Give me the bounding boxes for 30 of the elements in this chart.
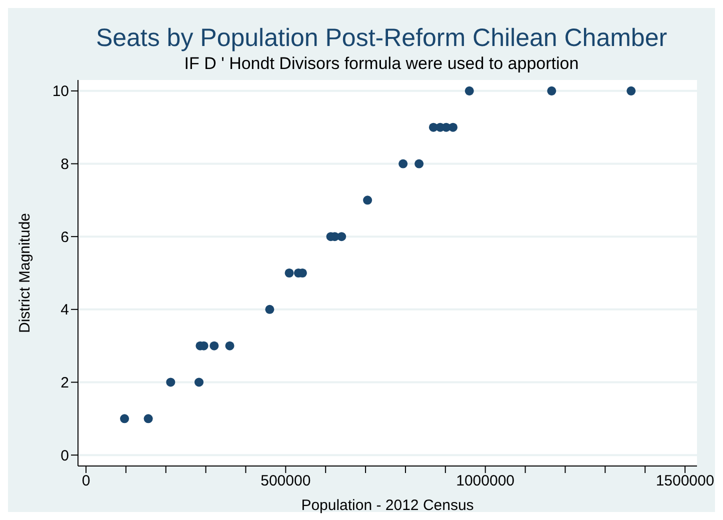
y-tick-label: 10 bbox=[52, 83, 69, 100]
y-tick-label: 0 bbox=[60, 447, 69, 464]
point bbox=[284, 268, 294, 278]
x-tick-label: 1000000 bbox=[456, 472, 515, 490]
chart-subtitle: IF D ' Hondt Divisors formula were used to apportion bbox=[183, 54, 580, 74]
y-tick-label: 6 bbox=[60, 228, 69, 246]
chart-title: Seats by Population Post-Reform Chilean Chamber bbox=[94, 23, 668, 53]
point bbox=[414, 159, 424, 168]
y-tick-label: 2 bbox=[60, 374, 69, 392]
point bbox=[398, 159, 408, 168]
point bbox=[363, 196, 372, 205]
point bbox=[265, 304, 274, 314]
point bbox=[210, 341, 219, 350]
point bbox=[120, 414, 130, 424]
point bbox=[166, 378, 176, 387]
y-tick-label: 8 bbox=[60, 156, 69, 174]
y-axis-title: District Magnitude bbox=[16, 212, 34, 334]
x-tick-label: 1500000 bbox=[656, 472, 714, 490]
point bbox=[448, 122, 458, 132]
x-tick-label: 0 bbox=[82, 472, 90, 490]
y-tick-label: 4 bbox=[60, 302, 69, 319]
point bbox=[547, 86, 556, 96]
point bbox=[337, 232, 346, 242]
point bbox=[626, 86, 636, 96]
point bbox=[144, 414, 153, 424]
point bbox=[194, 378, 204, 387]
point bbox=[225, 341, 234, 350]
x-axis-title: Population - 2012 Census bbox=[301, 497, 474, 514]
point bbox=[464, 86, 474, 96]
x-tick-label: 500000 bbox=[260, 472, 311, 490]
